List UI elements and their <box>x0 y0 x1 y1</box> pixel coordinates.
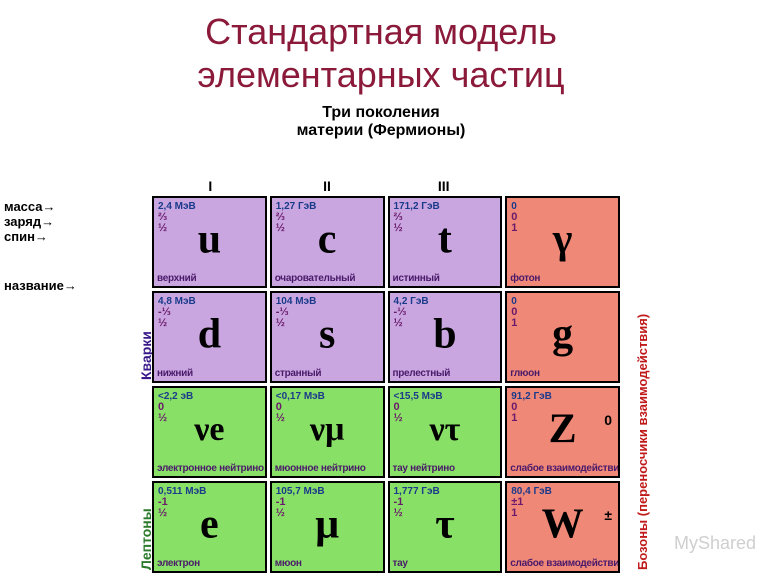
watermark: MyShared <box>674 533 756 554</box>
symbol: τ <box>435 501 454 549</box>
cell-w: 80,4 ГэВ ±1 1 ± W слабое взаимодействие <box>505 481 620 573</box>
symbol: νμ <box>310 411 344 449</box>
gen-3: III <box>385 178 502 194</box>
mass: 1,27 ГэВ <box>276 201 379 212</box>
particle-name: тау нейтрино <box>390 463 501 474</box>
subtitle-line-1: Три поколения <box>322 104 440 121</box>
particle-name: слабое взаимодействие <box>507 463 618 474</box>
mass: 2,4 МэВ <box>158 201 261 212</box>
cell-photon: 0 0 1 γ фотон <box>505 196 620 288</box>
particle-name: электронное нейтрино <box>154 463 265 474</box>
symbol: νe <box>194 411 224 449</box>
cell-d: 4,8 МэВ -⅓ ½ d нижний <box>152 291 267 383</box>
mass: <2,2 эВ <box>158 391 261 402</box>
symbol: ντ <box>429 411 460 449</box>
subtitle-line-2: материи (Фермионы) <box>297 122 466 139</box>
symbol: s <box>319 311 335 359</box>
particle-name: тау <box>390 558 501 569</box>
mass: 80,4 ГэВ <box>511 486 614 497</box>
mass: 105,7 МэВ <box>276 486 379 497</box>
label-mass: масса→ <box>4 200 77 215</box>
symbol: W <box>542 501 584 549</box>
label-name: название→ <box>4 279 77 294</box>
cell-mu: 105,7 МэВ -1 ½ μ мюон <box>270 481 385 573</box>
particle-name: фотон <box>507 273 618 284</box>
mass: 4,2 ГэВ <box>394 296 497 307</box>
particle-name: нижний <box>154 368 265 379</box>
particle-name: истинный <box>390 273 501 284</box>
particle-name: мюон <box>272 558 383 569</box>
gen-1: I <box>152 178 269 194</box>
cell-t: 171,2 ГэВ ⅔ ½ t истинный <box>388 196 503 288</box>
particle-name: глюон <box>507 368 618 379</box>
cell-u: 2,4 МэВ ⅔ ½ u верхний <box>152 196 267 288</box>
symbol: Z <box>549 406 577 454</box>
cell-b: 4,2 ГэВ -⅓ ½ b прелестный <box>388 291 503 383</box>
particle-name: странный <box>272 368 383 379</box>
title-line-1: Стандартная модель <box>205 11 557 52</box>
symbol: t <box>438 216 452 264</box>
subtitle: Три поколения материи (Фермионы) <box>0 104 762 140</box>
particle-grid: 2,4 МэВ ⅔ ½ u верхний 1,27 ГэВ ⅔ ½ c оча… <box>152 196 620 573</box>
cell-gluon: 0 0 1 g глюон <box>505 291 620 383</box>
particle-name: верхний <box>154 273 265 284</box>
particle-name: мюонное нейтрино <box>272 463 383 474</box>
symbol: e <box>200 501 219 549</box>
symbol: u <box>198 216 221 264</box>
superscript: ± <box>604 507 612 523</box>
symbol: c <box>318 216 337 264</box>
mass: 0 <box>511 296 614 307</box>
superscript: 0 <box>604 412 612 428</box>
cell-s: 104 МэВ -⅓ ½ s странный <box>270 291 385 383</box>
mass: 91,2 ГэВ <box>511 391 614 402</box>
particle-name: электрон <box>154 558 265 569</box>
cell-ve: <2,2 эВ 0 ½ νe электронное нейтрино <box>152 386 267 478</box>
label-spin: спин→ <box>4 230 77 245</box>
mass: 171,2 ГэВ <box>394 201 497 212</box>
mass: 0 <box>511 201 614 212</box>
particle-name: прелестный <box>390 368 501 379</box>
cell-c: 1,27 ГэВ ⅔ ½ c очаровательный <box>270 196 385 288</box>
mass: 1,777 ГэВ <box>394 486 497 497</box>
cell-vm: <0,17 МэВ 0 ½ νμ мюонное нейтрино <box>270 386 385 478</box>
symbol: μ <box>315 501 339 549</box>
symbol: γ <box>553 216 573 264</box>
particle-name: очаровательный <box>272 273 383 284</box>
row-labels: масса→ заряд→ спин→ название→ <box>4 200 77 294</box>
cell-e: 0,511 МэВ -1 ½ e электрон <box>152 481 267 573</box>
generation-header: I II III <box>152 178 502 194</box>
page-title: Стандартная модель элементарных частиц <box>0 10 762 96</box>
symbol: d <box>198 311 221 359</box>
symbol: b <box>433 311 456 359</box>
gen-2: II <box>269 178 386 194</box>
mass: <0,17 МэВ <box>276 391 379 402</box>
particle-name: слабое взаимодействие <box>507 558 618 569</box>
mass: 104 МэВ <box>276 296 379 307</box>
label-charge: заряд→ <box>4 215 77 230</box>
cell-tau: 1,777 ГэВ -1 ½ τ тау <box>388 481 503 573</box>
mass: 0,511 МэВ <box>158 486 261 497</box>
symbol: g <box>552 311 573 359</box>
cell-z: 91,2 ГэВ 0 1 0 Z слабое взаимодействие <box>505 386 620 478</box>
title-line-2: элементарных частиц <box>197 54 564 95</box>
cell-vt: <15,5 МэВ 0 ½ ντ тау нейтрино <box>388 386 503 478</box>
mass: <15,5 МэВ <box>394 391 497 402</box>
bosons-label: Бозоны (переносчики взаимодействия) <box>635 314 650 570</box>
mass: 4,8 МэВ <box>158 296 261 307</box>
